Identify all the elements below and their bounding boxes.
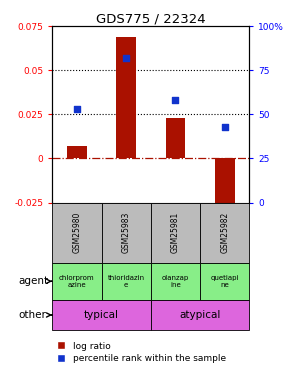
Text: quetiapi
ne: quetiapi ne xyxy=(211,275,239,288)
Text: olanzap
ine: olanzap ine xyxy=(162,275,189,288)
Text: GSM25980: GSM25980 xyxy=(72,212,81,253)
Bar xyxy=(200,202,249,262)
Bar xyxy=(215,158,235,208)
Bar xyxy=(151,262,200,300)
Text: other: other xyxy=(19,310,52,320)
Bar xyxy=(151,202,200,262)
Text: GSM25981: GSM25981 xyxy=(171,212,180,253)
Legend: log ratio, percentile rank within the sample: log ratio, percentile rank within the sa… xyxy=(57,342,226,363)
Point xyxy=(75,106,79,112)
Bar xyxy=(52,202,102,262)
Bar xyxy=(52,262,102,300)
Text: GSM25982: GSM25982 xyxy=(220,212,229,253)
Title: GDS775 / 22324: GDS775 / 22324 xyxy=(96,12,206,25)
Point xyxy=(222,124,227,130)
Point xyxy=(124,55,128,61)
Text: agent: agent xyxy=(19,276,52,286)
Bar xyxy=(116,37,136,158)
Bar xyxy=(166,118,185,158)
Text: atypical: atypical xyxy=(180,310,221,320)
Bar xyxy=(200,262,249,300)
Text: chlorprom
azine: chlorprom azine xyxy=(59,275,95,288)
Text: GSM25983: GSM25983 xyxy=(122,212,131,253)
Bar xyxy=(102,202,151,262)
Bar xyxy=(67,146,87,158)
Text: thioridazin
e: thioridazin e xyxy=(108,275,145,288)
Text: typical: typical xyxy=(84,310,119,320)
Bar xyxy=(151,300,249,330)
Point xyxy=(173,97,178,103)
Bar xyxy=(102,262,151,300)
Bar xyxy=(52,300,151,330)
